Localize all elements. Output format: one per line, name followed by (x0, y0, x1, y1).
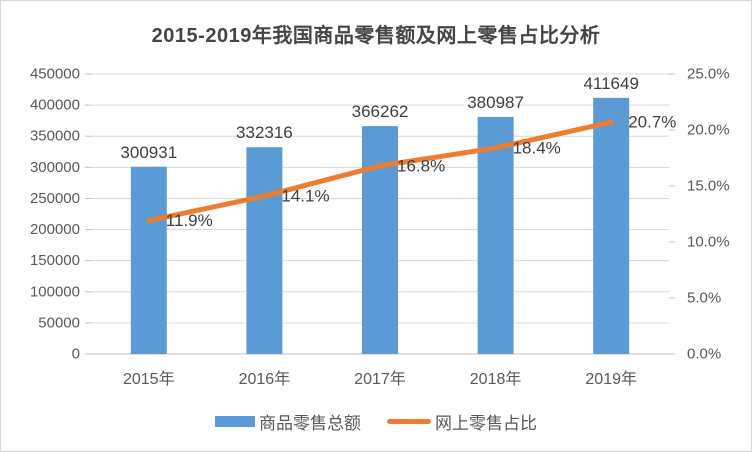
line-value-label: 14.1% (281, 187, 329, 206)
line-value-label: 11.9% (166, 211, 213, 230)
left-axis-tick-label: 350000 (30, 128, 80, 145)
bar (130, 166, 167, 354)
x-axis-label: 2015年 (123, 370, 175, 388)
right-axis-tick-label: 0.0% (687, 346, 721, 363)
bar-value-label: 300931 (120, 143, 177, 162)
bar (362, 126, 398, 355)
left-axis-tick-label: 400000 (30, 97, 80, 114)
x-axis-label: 2016年 (239, 370, 291, 388)
left-axis-tick-label: 250000 (30, 190, 80, 207)
left-axis-tick-label: 150000 (30, 252, 80, 269)
legend-item-line-series: 网上零售占比 (387, 409, 537, 434)
left-axis-tick-label: 200000 (30, 221, 80, 238)
bar-value-label: 411649 (583, 74, 638, 93)
left-axis-tick-label: 100000 (30, 283, 80, 300)
bar (477, 116, 514, 354)
line-value-label: 16.8% (397, 156, 445, 175)
legend-bar-swatch-icon (215, 416, 255, 427)
left-axis-tick-label: 300000 (30, 159, 80, 176)
bar (593, 97, 630, 354)
left-axis-tick-label: 50000 (38, 314, 80, 331)
bar (246, 147, 283, 354)
x-axis-label: 2019年 (585, 370, 637, 388)
legend-line-swatch-icon (387, 419, 431, 424)
line-series (146, 119, 614, 224)
left-axis-tick-label: 0 (72, 346, 80, 363)
right-axis-tick-label: 15.0% (687, 178, 730, 195)
left-axis-tick-label: 450000 (30, 66, 80, 83)
legend: 商品零售总额 网上零售占比 (1, 409, 751, 434)
right-axis-tick-label: 25.0% (687, 66, 730, 83)
bar-value-label: 332316 (236, 123, 293, 142)
right-axis-tick-label: 20.0% (687, 122, 730, 139)
line-value-label: 20.7% (628, 113, 676, 132)
x-axis-label: 2017年 (354, 370, 406, 388)
chart-title: 2015-2019年我国商品零售额及网上零售占比分析 (151, 25, 601, 47)
right-axis-tick-label: 10.0% (687, 234, 730, 251)
bar-value-label: 380987 (467, 93, 524, 112)
line-value-label: 18.4% (513, 138, 561, 157)
legend-bar-label: 商品零售总额 (259, 414, 361, 433)
bar-value-label: 366262 (352, 102, 409, 121)
x-axis-label: 2018年 (470, 370, 522, 388)
legend-item-bar-series: 商品零售总额 (215, 409, 361, 434)
legend-line-label: 网上零售占比 (435, 414, 537, 433)
right-axis-tick-label: 5.0% (687, 290, 721, 307)
